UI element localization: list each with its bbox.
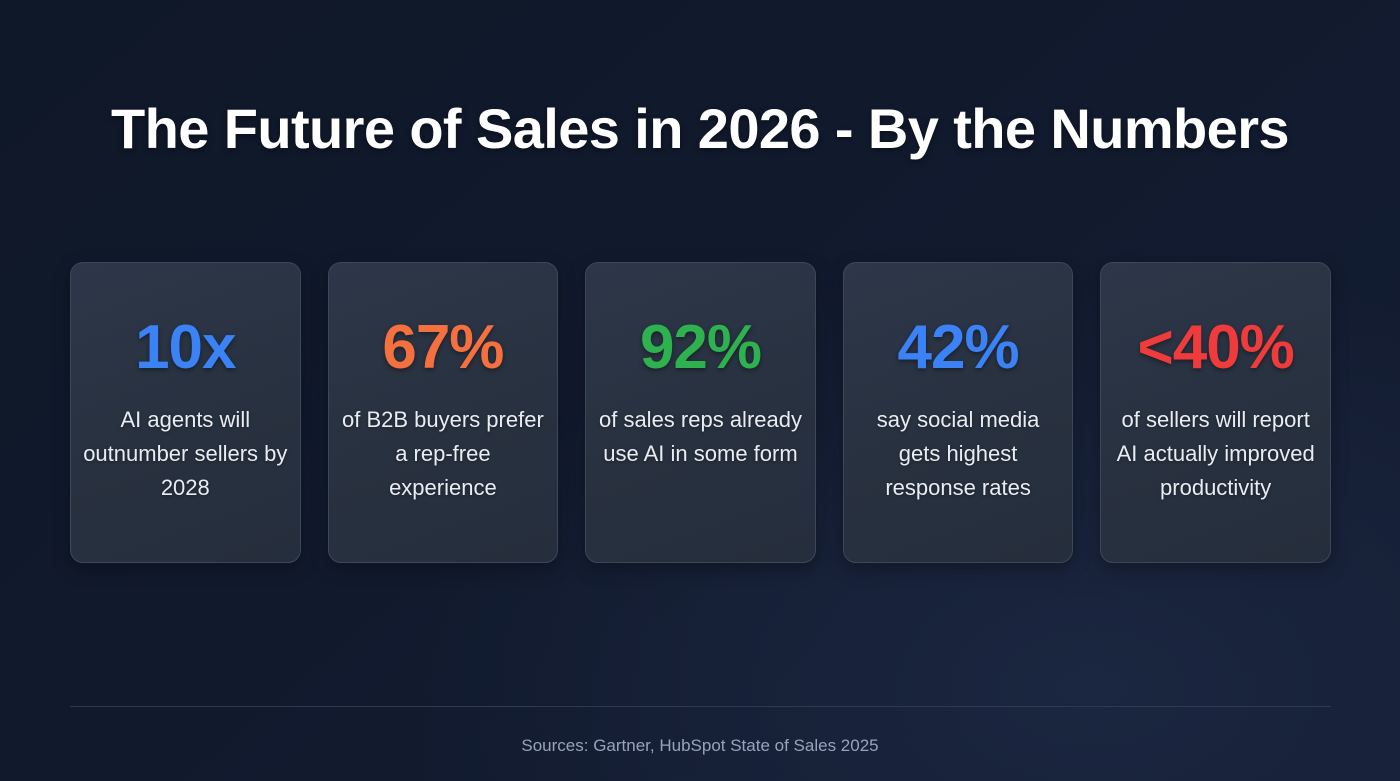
stat-card: 42% say social media gets highest respon… <box>842 262 1074 563</box>
footer-divider <box>70 706 1331 707</box>
sources-text: Sources: Gartner, HubSpot State of Sales… <box>521 736 879 755</box>
stat-number: 67% <box>382 313 504 382</box>
stat-number: 10x <box>135 313 236 382</box>
stat-card: 92% of sales reps already use AI in some… <box>585 262 816 563</box>
stat-number: 92% <box>639 313 762 382</box>
stat-card: 10x AI agents will outnumber sellers by … <box>70 262 301 563</box>
stat-caption: say social media gets highest response r… <box>876 407 1040 500</box>
stat-caption: AI agents will outnumber sellers by 2028 <box>83 407 288 500</box>
stat-caption: of sellers will report AI actually impro… <box>1116 407 1315 500</box>
stat-number: 42% <box>897 313 1020 382</box>
stat-card-row: 10x AI agents will outnumber sellers by … <box>70 262 1331 563</box>
title-container: The Future of Sales in 2026 - By the Num… <box>0 96 1400 162</box>
page-title: The Future of Sales in 2026 - By the Num… <box>111 97 1290 160</box>
stat-card: <40% of sellers will report AI actually … <box>1100 262 1331 563</box>
stat-number: <40% <box>1137 313 1295 382</box>
stat-caption: of sales reps already use AI in some for… <box>598 407 802 466</box>
stat-card: 67% of B2B buyers prefer a rep-free expe… <box>327 262 559 563</box>
stat-caption: of B2B buyers prefer a rep-free experien… <box>342 407 544 500</box>
